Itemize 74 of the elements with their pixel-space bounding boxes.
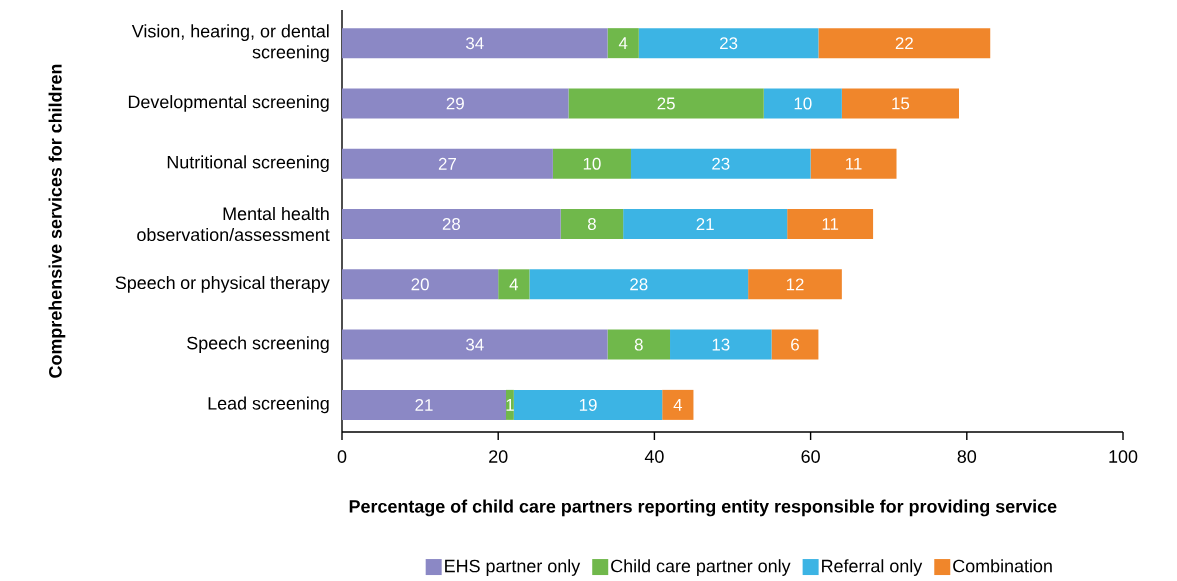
legend-label: EHS partner only bbox=[445, 559, 581, 576]
y-axis-title: Comprehensive services for children bbox=[48, 64, 66, 378]
data-label: 8 bbox=[634, 338, 643, 351]
x-tick-label: 60 bbox=[801, 450, 820, 463]
data-label: 27 bbox=[438, 157, 456, 170]
bar bbox=[342, 88, 569, 119]
x-tick-label: 40 bbox=[644, 450, 664, 463]
bar bbox=[607, 329, 671, 360]
bar bbox=[810, 148, 897, 179]
data-label: 20 bbox=[411, 278, 429, 291]
legend-label: Combination bbox=[953, 559, 1052, 573]
bar bbox=[342, 28, 608, 59]
bar bbox=[513, 389, 663, 420]
bar bbox=[662, 389, 694, 420]
data-label: 34 bbox=[466, 338, 484, 351]
data-label: 10 bbox=[583, 157, 601, 170]
data-label: 21 bbox=[415, 398, 433, 411]
data-label: 4 bbox=[618, 37, 628, 49]
data-label: 19 bbox=[579, 398, 597, 411]
data-label: 8 bbox=[587, 218, 596, 231]
y-tick-label: Speech or physical therapy bbox=[115, 275, 330, 293]
data-label: 13 bbox=[712, 338, 730, 351]
y-tick-label: Mental health observation/assessment bbox=[137, 206, 330, 242]
bar bbox=[560, 209, 624, 240]
bar bbox=[623, 209, 788, 240]
y-tick-label: Vision, hearing, or dental screening bbox=[131, 24, 329, 62]
data-label: 1 bbox=[506, 399, 514, 411]
data-label: 12 bbox=[786, 278, 804, 291]
data-label: 29 bbox=[446, 97, 464, 110]
data-label: 28 bbox=[442, 218, 461, 231]
bar bbox=[771, 329, 819, 360]
bar bbox=[787, 209, 874, 240]
bar bbox=[342, 269, 499, 300]
x-axis-title: Percentage of child care partners reporting entity responsible for providing service bbox=[349, 499, 1057, 517]
bar bbox=[498, 269, 530, 300]
bar bbox=[670, 329, 772, 360]
data-label: 34 bbox=[466, 37, 484, 50]
bar bbox=[607, 28, 639, 59]
x-tick-label: 0 bbox=[337, 450, 347, 463]
bar bbox=[568, 88, 764, 119]
bar bbox=[638, 28, 819, 59]
data-label: 4 bbox=[509, 278, 519, 291]
y-tick-label: Nutritional screening bbox=[167, 155, 329, 173]
data-label: 22 bbox=[895, 37, 913, 50]
y-tick-label: Speech screening bbox=[187, 336, 329, 353]
bar bbox=[342, 329, 608, 360]
bar bbox=[342, 389, 507, 420]
y-tick-label: Developmental screening bbox=[128, 95, 329, 112]
bar bbox=[342, 148, 553, 179]
bar bbox=[763, 88, 842, 119]
data-label: 21 bbox=[696, 218, 714, 230]
data-label: 15 bbox=[892, 97, 910, 110]
data-label: 11 bbox=[822, 218, 839, 230]
bar bbox=[748, 269, 842, 300]
data-label: 25 bbox=[657, 97, 675, 110]
x-tick-label: 20 bbox=[489, 450, 508, 463]
y-tick-label: Lead screening bbox=[208, 396, 329, 414]
x-tick-label: 100 bbox=[1109, 450, 1138, 463]
bar bbox=[841, 88, 959, 119]
bar bbox=[552, 148, 631, 179]
bar bbox=[630, 148, 811, 179]
data-label: 6 bbox=[791, 338, 799, 351]
data-label: 4 bbox=[673, 399, 683, 411]
legend-label: Referral only bbox=[822, 559, 923, 576]
bar bbox=[529, 269, 749, 300]
data-label: 10 bbox=[794, 97, 812, 110]
bar bbox=[342, 209, 561, 240]
legend-label: Child care partner only bbox=[611, 559, 791, 576]
data-label: 23 bbox=[720, 37, 738, 50]
x-tick-label: 80 bbox=[957, 450, 977, 463]
bar bbox=[818, 28, 991, 59]
data-label: 28 bbox=[630, 278, 648, 291]
data-label: 11 bbox=[846, 157, 862, 170]
data-label: 23 bbox=[712, 157, 730, 170]
